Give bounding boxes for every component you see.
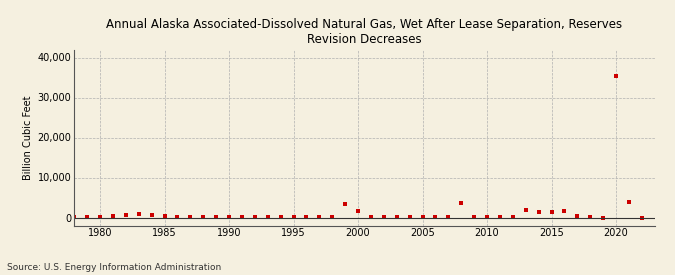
Y-axis label: Billion Cubic Feet: Billion Cubic Feet xyxy=(24,95,34,180)
Title: Annual Alaska Associated-Dissolved Natural Gas, Wet After Lease Separation, Rese: Annual Alaska Associated-Dissolved Natur… xyxy=(107,18,622,46)
Text: Source: U.S. Energy Information Administration: Source: U.S. Energy Information Administ… xyxy=(7,263,221,272)
